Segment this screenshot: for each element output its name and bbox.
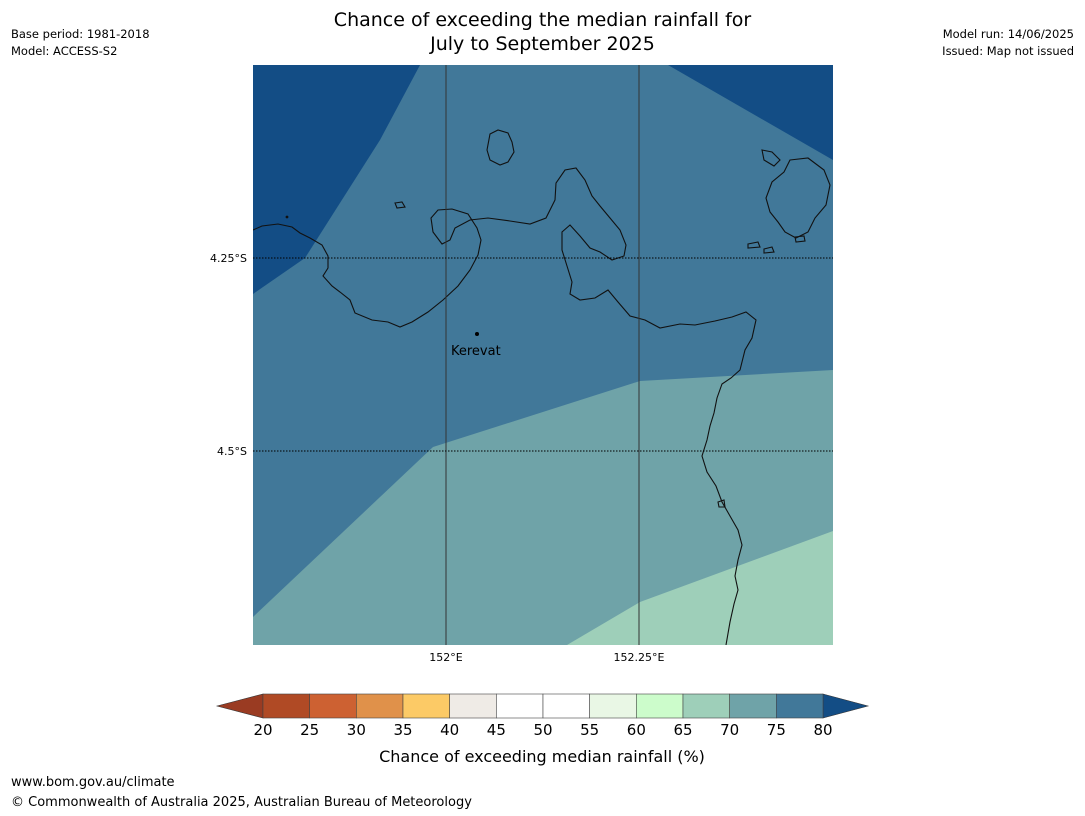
issued-text: Issued: Map not issued xyxy=(942,44,1074,58)
colorbar-under-arrow xyxy=(215,693,264,719)
map-panel[interactable]: Kerevat xyxy=(253,65,833,645)
colorbar-tick-label: 70 xyxy=(720,721,739,739)
map-title: Chance of exceeding the median rainfall … xyxy=(0,8,1085,56)
lon-label-152: 152°E xyxy=(429,651,462,664)
island-1 xyxy=(486,129,515,166)
model-run-text: Model run: 14/06/2025 xyxy=(942,27,1074,41)
band-65-70 xyxy=(253,370,833,645)
colorbar-tick-label: 45 xyxy=(487,721,506,739)
colorbar-cell xyxy=(356,693,404,719)
colorbar-tick-label: 30 xyxy=(347,721,366,739)
colorbar-tick-label: 25 xyxy=(300,721,319,739)
model-text: Model: ACCESS-S2 xyxy=(11,44,118,58)
colorbar-cell xyxy=(402,693,450,719)
colorbar-cell xyxy=(636,693,684,719)
base-period-text: Base period: 1981-2018 xyxy=(11,27,150,41)
colorbar-cell xyxy=(496,693,544,719)
colorbar-cell xyxy=(309,693,357,719)
island-5 xyxy=(747,241,761,249)
metadata-left: Base period: 1981-2018 Model: ACCESS-S2 xyxy=(11,26,150,60)
title-line-1: Chance of exceeding the median rainfall … xyxy=(333,9,752,31)
colorbar-cell xyxy=(682,693,730,719)
colorbar-tick-label: 80 xyxy=(813,721,832,739)
footer-url[interactable]: www.bom.gov.au/climate xyxy=(11,775,175,790)
island-7 xyxy=(794,235,806,243)
colorbar-cell xyxy=(589,693,637,719)
island-2 xyxy=(394,201,406,209)
colorbar-label: Chance of exceeding median rainfall (%) xyxy=(379,747,705,766)
band-75-80-northeast xyxy=(668,65,833,160)
colorbar-cells xyxy=(262,693,824,719)
island-3 xyxy=(761,149,781,167)
coastline xyxy=(253,129,831,645)
colorbar-tick-label: 55 xyxy=(580,721,599,739)
band-60-65 xyxy=(567,531,833,645)
colorbar: 20 25 30 35 40 45 50 55 60 65 70 75 80 Chance of exc… xyxy=(215,693,870,766)
colorbar-tick-label: 60 xyxy=(627,721,646,739)
colorbar-tick-label: 35 xyxy=(393,721,412,739)
graticule-parallels xyxy=(253,257,833,452)
colorbar-tick-label: 40 xyxy=(440,721,459,739)
islet-dot xyxy=(285,215,289,219)
lat-label-4-5: 4.5°S xyxy=(217,445,247,458)
island-8 xyxy=(717,499,726,508)
footer-copyright: © Commonwealth of Australia 2025, Austra… xyxy=(11,795,472,810)
lat-label-4-25: 4.25°S xyxy=(210,252,247,265)
colorbar-cell xyxy=(262,693,310,719)
title-line-2: July to September 2025 xyxy=(430,33,655,55)
island-4 xyxy=(765,157,831,239)
colorbar-cell xyxy=(542,693,590,719)
colorbar-tick-label: 50 xyxy=(533,721,552,739)
colorbar-cell xyxy=(776,693,824,719)
island-6 xyxy=(763,246,775,254)
colorbar-ticks: 20 25 30 35 40 45 50 55 60 65 70 75 80 xyxy=(253,721,832,739)
coastline-main xyxy=(253,167,757,645)
lon-label-152-25: 152.25°E xyxy=(614,651,665,664)
colorbar-cell xyxy=(449,693,497,719)
colorbar-cell xyxy=(729,693,777,719)
graticule-meridians xyxy=(445,65,640,645)
colorbar-over-arrow xyxy=(822,693,870,719)
colorbar-tick-label: 65 xyxy=(673,721,692,739)
colorbar-tick-label: 20 xyxy=(253,721,272,739)
place-label: Kerevat xyxy=(451,344,501,359)
colorbar-tick-label: 75 xyxy=(767,721,786,739)
band-75-80-west xyxy=(253,65,420,294)
metadata-right: Model run: 14/06/2025 Issued: Map not is… xyxy=(942,26,1074,60)
location-marker[interactable] xyxy=(475,332,479,336)
